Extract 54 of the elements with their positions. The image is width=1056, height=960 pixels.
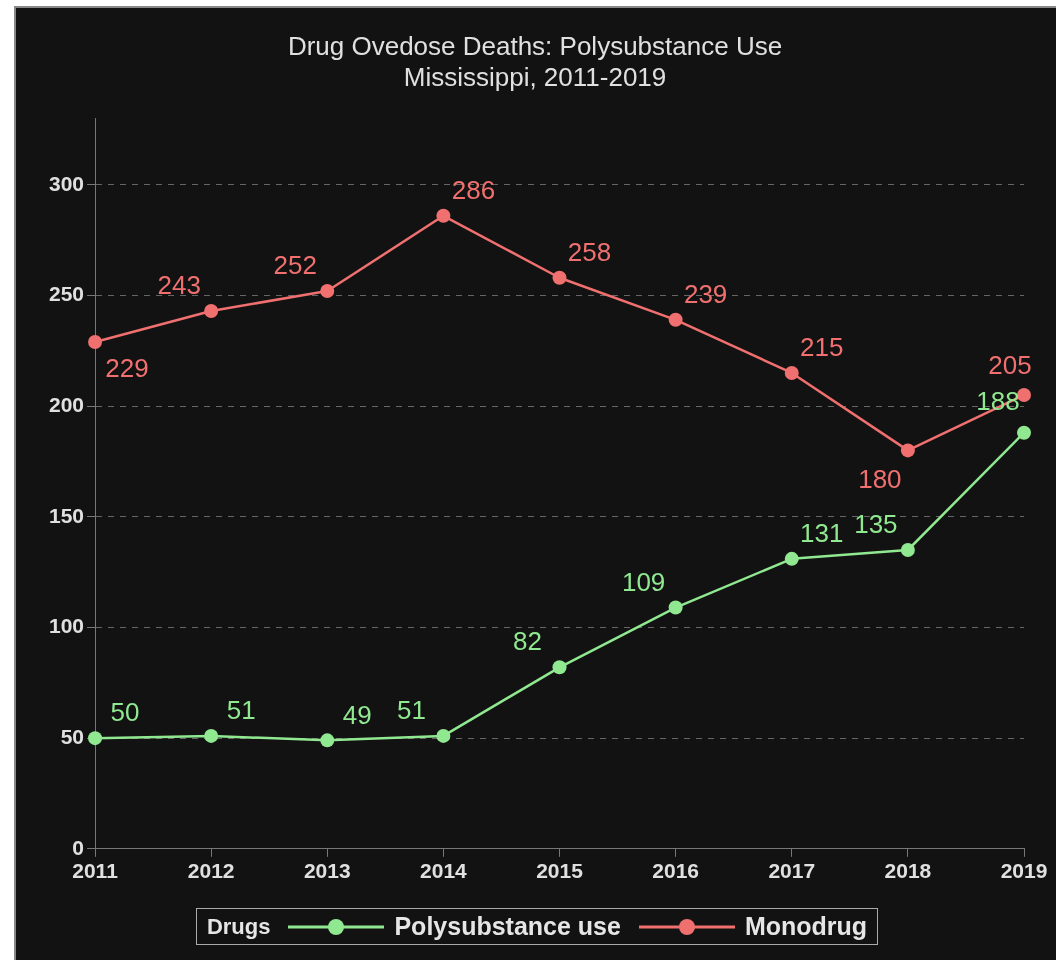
data-label: 180: [858, 463, 902, 494]
point: [668, 600, 683, 615]
y-tick-label: 200: [48, 392, 85, 416]
point: [784, 365, 799, 380]
y-tick-label: 50: [60, 724, 85, 748]
y-tick-label: 300: [48, 171, 85, 195]
data-label: 215: [800, 332, 844, 363]
x-tick-label: 2011: [72, 859, 119, 883]
x-tick-label: 2014: [420, 859, 468, 883]
data-label: 51: [226, 695, 256, 726]
point: [900, 543, 915, 557]
legend-label: Polysubstance use: [394, 912, 621, 941]
data-label: 258: [567, 236, 612, 267]
legend-title: Drugs: [206, 913, 271, 940]
data-label: 49: [342, 699, 372, 730]
x-tick-label: 2017: [768, 859, 816, 883]
x-tick-label: 2013: [303, 859, 351, 883]
data-label: 243: [157, 270, 201, 301]
point: [204, 303, 219, 318]
x-tick-label: 2012: [187, 859, 235, 883]
point: [668, 312, 683, 327]
point: [784, 551, 799, 566]
data-label: 82: [513, 626, 542, 657]
point: [88, 334, 103, 349]
chart-title: Drug Ovedose Deaths: Polysubstance Use Mississippi, 2011-2019: [287, 30, 783, 92]
point: [552, 270, 567, 285]
data-label: 286: [451, 174, 496, 205]
point: [436, 728, 451, 743]
point: [552, 660, 567, 675]
point: [204, 728, 219, 743]
x-tick-label: 2016: [652, 859, 699, 883]
point: [1017, 425, 1031, 440]
data-label: 131: [800, 518, 844, 549]
x-tick-label: 2015: [536, 859, 584, 883]
point: [320, 284, 335, 299]
point: [88, 731, 103, 746]
y-tick-label: 250: [48, 282, 85, 306]
y-tick-label: 150: [48, 503, 85, 527]
point: [320, 733, 335, 748]
data-label: 252: [273, 250, 317, 281]
point: [900, 443, 915, 458]
data-label: 205: [988, 350, 1032, 381]
point: [436, 208, 451, 223]
data-label: 109: [621, 566, 666, 597]
x-tick-label: 2019: [1000, 859, 1048, 883]
x-tick-label: 2018: [884, 859, 932, 883]
data-label: 229: [105, 353, 149, 384]
data-label: 135: [854, 509, 898, 540]
legend-label: Monodrug: [744, 912, 868, 941]
y-tick-label: 0: [72, 835, 85, 859]
data-label: 239: [683, 278, 728, 309]
data-label: 50: [110, 697, 140, 728]
data-label: 51: [396, 695, 426, 726]
y-tick-label: 100: [48, 614, 85, 638]
